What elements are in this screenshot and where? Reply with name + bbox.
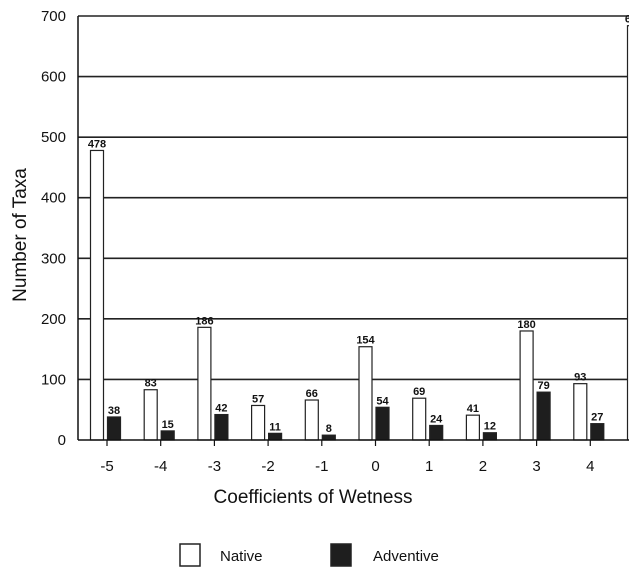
y-axis-title: Number of Taxa — [10, 168, 31, 302]
x-axis-title: Coefficients of Wetness — [214, 487, 413, 508]
native-value-label: 57 — [252, 393, 264, 405]
native-value-label: 154 — [356, 335, 375, 347]
adventive-value-label: 42 — [215, 403, 227, 415]
y-tick-label: 600 — [41, 69, 66, 86]
y-tick-label: 0 — [58, 432, 66, 449]
x-tick-label: -3 — [208, 458, 221, 475]
adventive-bar — [536, 391, 551, 441]
native-value-label: 180 — [517, 319, 535, 331]
adventive-value-label: 54 — [376, 395, 389, 407]
adventive-bar — [590, 423, 605, 441]
native-bar — [573, 383, 588, 441]
x-tick-label: 2 — [479, 458, 487, 475]
bars — [89, 25, 629, 441]
x-tick-labels: -5-4-3-2-1012345 — [100, 440, 594, 475]
adventive-bar — [375, 406, 390, 441]
adventive-value-label: 24 — [430, 413, 443, 425]
native-value-label: 69 — [413, 386, 425, 398]
native-bar — [197, 326, 212, 441]
gridlines — [78, 15, 629, 381]
native-value-label: 478 — [88, 138, 106, 150]
adventive-value-label: 79 — [537, 380, 549, 392]
native-bar — [89, 149, 105, 441]
native-value-label: 186 — [195, 315, 213, 327]
legend-label-adventive: Adventive — [373, 548, 439, 565]
adventive-bar — [482, 432, 497, 441]
native-value-label: 93 — [574, 372, 586, 384]
x-tick-label: 0 — [371, 458, 379, 475]
adventive-bar — [160, 430, 175, 441]
y-tick-labels: 0 100 200 300 400 500 600 700 — [41, 8, 66, 449]
x-tick-label: -1 — [315, 458, 328, 475]
bar-value-labels: 478 38 83 15 186 42 57 11 66 8 154 54 69 24 41 12 180 79 9… — [88, 14, 629, 435]
native-bar — [412, 397, 427, 441]
native-bar — [251, 404, 266, 441]
x-tick-label: 1 — [425, 458, 433, 475]
legend-swatch-adventive — [330, 543, 352, 567]
y-tick-label: 700 — [41, 8, 66, 25]
native-value-label: 66 — [306, 388, 318, 400]
y-tick-label: 300 — [41, 250, 66, 267]
adventive-value-label: 38 — [108, 405, 120, 417]
adventive-value-label: 27 — [591, 412, 603, 424]
x-tick-label: 3 — [532, 458, 540, 475]
native-bar — [358, 346, 373, 441]
native-bar — [465, 414, 480, 441]
adventive-bar — [214, 413, 229, 441]
adventive-value-label: 8 — [326, 423, 332, 435]
native-value-label: 684 — [625, 14, 629, 26]
x-tick-label: 4 — [586, 458, 594, 475]
legend-swatch-native — [179, 543, 201, 567]
native-value-label: 83 — [145, 378, 157, 390]
adventive-bar — [268, 432, 283, 441]
x-tick-label: -4 — [154, 458, 167, 475]
adventive-bar — [429, 424, 444, 441]
adventive-value-label: 15 — [162, 419, 174, 431]
native-bar — [519, 330, 534, 441]
y-tick-label: 100 — [41, 371, 66, 388]
y-tick-label: 500 — [41, 129, 66, 146]
legend: Native Adventive — [179, 543, 439, 567]
native-bar — [304, 399, 319, 441]
adventive-bar — [106, 416, 122, 441]
y-tick-label: 400 — [41, 190, 66, 207]
y-tick-label: 200 — [41, 311, 66, 328]
legend-label-native: Native — [220, 548, 263, 565]
adventive-value-label: 12 — [484, 421, 496, 433]
native-value-label: 41 — [467, 403, 479, 415]
x-tick-label: -2 — [261, 458, 274, 475]
adventive-value-label: 11 — [269, 421, 281, 433]
x-tick-label: -5 — [100, 458, 113, 475]
native-bar — [626, 25, 629, 441]
native-bar — [143, 389, 158, 441]
